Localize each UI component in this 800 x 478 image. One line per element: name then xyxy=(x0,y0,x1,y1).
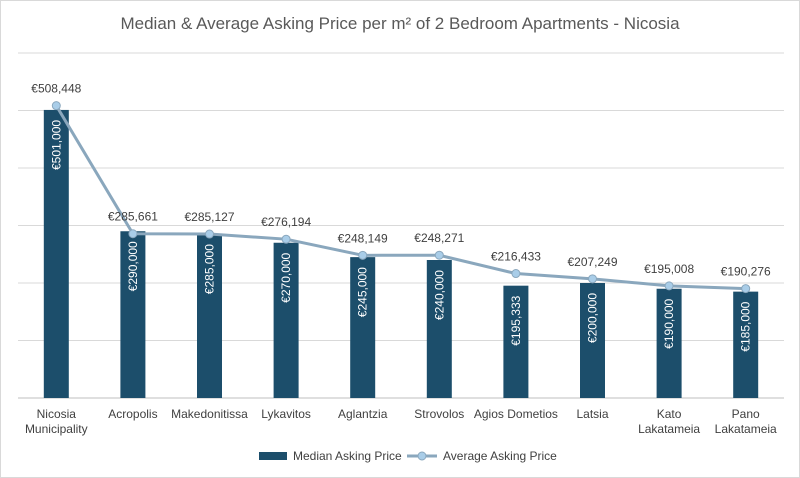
chart-title: Median & Average Asking Price per m² of … xyxy=(120,14,680,33)
category-label: Aglantzia xyxy=(338,407,388,421)
bar-data-label: €270,000 xyxy=(279,252,293,302)
bar-data-label: €200,000 xyxy=(586,293,600,343)
bar xyxy=(426,260,452,398)
bar xyxy=(733,291,759,398)
line-point xyxy=(588,274,597,284)
bar-data-label: €285,000 xyxy=(203,244,217,294)
line-data-label: €248,149 xyxy=(338,231,388,245)
line-data-label: €190,276 xyxy=(721,265,771,279)
bar xyxy=(197,234,222,398)
bar-data-label: €240,000 xyxy=(432,270,446,320)
bar-data-label: €190,000 xyxy=(662,298,676,348)
category-label: Nicosia xyxy=(37,407,77,421)
line-point xyxy=(128,229,138,239)
category-label: Latsia xyxy=(576,407,608,421)
line-data-label: €285,661 xyxy=(108,210,158,224)
line-data-label: €207,249 xyxy=(567,255,617,269)
line-data-label: €216,433 xyxy=(491,250,541,264)
legend: Median Asking Price Average Asking Price xyxy=(259,449,557,463)
legend-line-label: Average Asking Price xyxy=(443,449,557,463)
bar xyxy=(120,231,146,398)
line-point xyxy=(358,250,368,260)
line-data-label: €508,448 xyxy=(31,82,81,96)
gridlines xyxy=(18,52,784,399)
bar xyxy=(350,257,376,398)
line-point xyxy=(664,281,674,291)
line-point xyxy=(205,229,214,239)
average-line xyxy=(55,104,746,291)
bar-data-label: €501,000 xyxy=(49,120,63,170)
legend-line-marker xyxy=(417,451,427,461)
line-point xyxy=(434,250,444,260)
line-series: €508,448 €285,661 €285,127 €276,194 €248,149… xyxy=(31,82,771,294)
category-label: Kato xyxy=(657,407,682,421)
category-label: Pano xyxy=(732,407,760,421)
category-label: Municipality xyxy=(25,422,88,436)
bar xyxy=(656,288,682,398)
line-data-label: €195,008 xyxy=(644,262,694,276)
bar-data-label: €245,000 xyxy=(356,267,370,317)
line-point xyxy=(741,284,751,294)
category-label: Makedonitissa xyxy=(171,407,248,421)
bar-data-label: €290,000 xyxy=(126,241,140,291)
category-label: Acropolis xyxy=(108,407,157,421)
line-point xyxy=(511,269,521,279)
legend-bar-swatch xyxy=(259,452,287,460)
bar-series: €501,000 €290,000 €285,000 €270,000 €245,000… xyxy=(43,109,759,399)
category-label: Lykavitos xyxy=(261,407,311,421)
line-point xyxy=(281,234,291,244)
line-data-label: €248,271 xyxy=(414,231,464,245)
category-label: Strovolos xyxy=(414,407,464,421)
bar xyxy=(580,283,605,398)
bar xyxy=(273,242,299,398)
bar-data-label: €185,000 xyxy=(739,301,753,351)
line-data-label: €285,127 xyxy=(184,210,234,224)
legend-bar-label: Median Asking Price xyxy=(293,449,402,463)
line-point xyxy=(51,101,61,111)
bar xyxy=(43,109,69,399)
category-label: Lakatameia xyxy=(638,422,700,436)
line-data-label: €276,194 xyxy=(261,215,311,229)
category-label: Agios Dometios xyxy=(474,407,558,421)
bar xyxy=(503,285,529,398)
bar-data-label: €195,333 xyxy=(509,295,523,345)
category-label: Lakatameia xyxy=(715,422,777,436)
